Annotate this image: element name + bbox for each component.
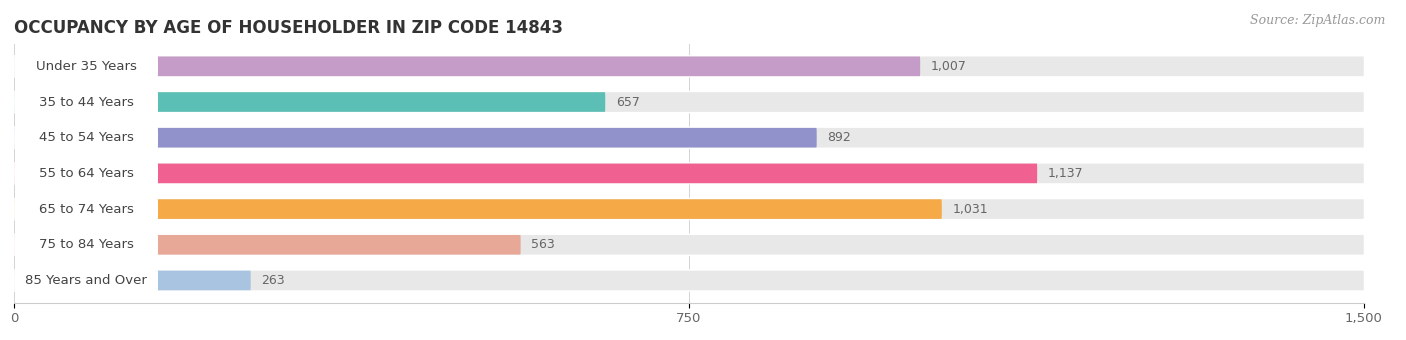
FancyBboxPatch shape	[14, 198, 157, 220]
FancyBboxPatch shape	[14, 56, 920, 76]
FancyBboxPatch shape	[14, 128, 817, 148]
FancyBboxPatch shape	[14, 126, 1364, 149]
Text: 1,137: 1,137	[1047, 167, 1084, 180]
Text: 1,007: 1,007	[931, 60, 967, 73]
FancyBboxPatch shape	[14, 55, 1364, 78]
FancyBboxPatch shape	[14, 271, 1364, 290]
FancyBboxPatch shape	[14, 128, 1364, 148]
Text: 1,031: 1,031	[953, 203, 988, 216]
FancyBboxPatch shape	[14, 198, 1364, 220]
Text: 65 to 74 Years: 65 to 74 Years	[38, 203, 134, 216]
FancyBboxPatch shape	[14, 91, 157, 113]
Text: 85 Years and Over: 85 Years and Over	[25, 274, 148, 287]
FancyBboxPatch shape	[14, 271, 250, 290]
FancyBboxPatch shape	[14, 235, 1364, 255]
FancyBboxPatch shape	[14, 162, 1364, 185]
Text: 657: 657	[616, 96, 640, 108]
Text: 563: 563	[531, 238, 555, 251]
FancyBboxPatch shape	[14, 234, 157, 256]
FancyBboxPatch shape	[14, 92, 1364, 112]
Text: 892: 892	[828, 131, 851, 144]
FancyBboxPatch shape	[14, 126, 157, 149]
Text: OCCUPANCY BY AGE OF HOUSEHOLDER IN ZIP CODE 14843: OCCUPANCY BY AGE OF HOUSEHOLDER IN ZIP C…	[14, 19, 562, 37]
FancyBboxPatch shape	[14, 56, 1364, 76]
FancyBboxPatch shape	[14, 164, 1038, 183]
FancyBboxPatch shape	[14, 55, 157, 78]
FancyBboxPatch shape	[14, 234, 1364, 256]
FancyBboxPatch shape	[14, 269, 157, 292]
Text: 35 to 44 Years: 35 to 44 Years	[38, 96, 134, 108]
Text: 45 to 54 Years: 45 to 54 Years	[38, 131, 134, 144]
Text: Under 35 Years: Under 35 Years	[35, 60, 136, 73]
Text: 55 to 64 Years: 55 to 64 Years	[38, 167, 134, 180]
FancyBboxPatch shape	[14, 269, 1364, 292]
FancyBboxPatch shape	[14, 92, 605, 112]
Text: Source: ZipAtlas.com: Source: ZipAtlas.com	[1250, 14, 1385, 27]
FancyBboxPatch shape	[14, 199, 942, 219]
FancyBboxPatch shape	[14, 199, 1364, 219]
FancyBboxPatch shape	[14, 162, 157, 185]
Text: 75 to 84 Years: 75 to 84 Years	[38, 238, 134, 251]
FancyBboxPatch shape	[14, 164, 1364, 183]
FancyBboxPatch shape	[14, 235, 520, 255]
FancyBboxPatch shape	[14, 91, 1364, 113]
Text: 263: 263	[262, 274, 285, 287]
